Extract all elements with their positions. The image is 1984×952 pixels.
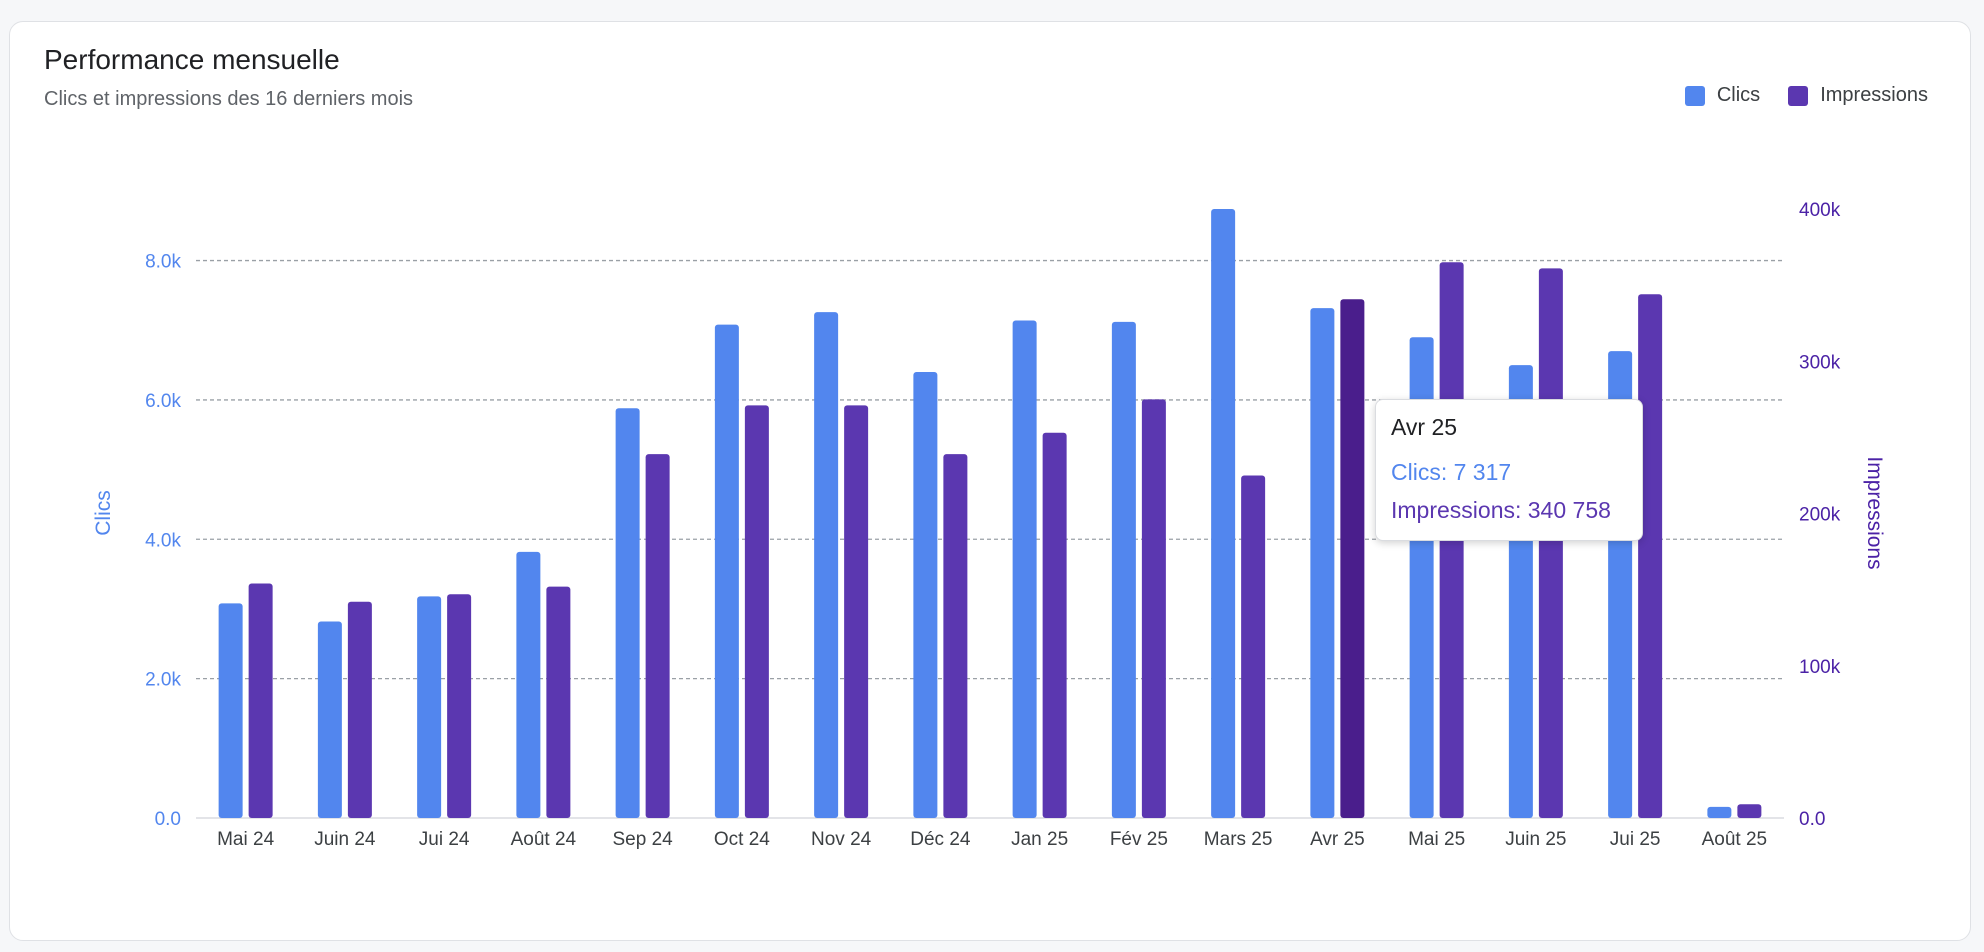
x-tick-label: Avr 25 (1310, 829, 1365, 850)
bar-impressions (347, 601, 372, 818)
y-right-tick-label: 0.0 (1799, 809, 1825, 830)
x-tick-label: Mars 25 (1204, 829, 1273, 850)
bar-impressions (1141, 399, 1166, 818)
bar-impressions (1241, 475, 1266, 818)
bar-impressions (447, 594, 472, 818)
bar-clics (218, 603, 243, 818)
x-tick-label: Oct 24 (714, 829, 770, 850)
bar-clics (1310, 308, 1335, 818)
x-tick-label: Déc 24 (910, 829, 971, 850)
y-right-tick-label: 200k (1799, 505, 1841, 526)
tooltip-title: Avr 25 (1391, 414, 1458, 440)
legend-item-clics[interactable]: Clics (1684, 84, 1761, 107)
bar-clics (317, 621, 342, 818)
chart-title: Performance mensuelle (44, 44, 340, 75)
bar-impressions (1340, 299, 1365, 819)
bar-clics (1707, 806, 1732, 818)
x-tick-label: Jan 25 (1011, 829, 1068, 850)
legend-swatch-impressions (1788, 85, 1809, 106)
chart-legend: Clics Impressions (1684, 84, 1928, 107)
bar-impressions (546, 586, 571, 818)
bar-impressions (645, 454, 670, 818)
legend-label-impressions: Impressions (1820, 84, 1928, 106)
bar-clics (1211, 209, 1236, 818)
y-left-tick-label: 2.0k (145, 670, 181, 691)
legend-item-impressions[interactable]: Impressions (1788, 84, 1928, 107)
x-tick-label: Août 24 (511, 829, 577, 850)
x-tick-label: Jui 24 (419, 829, 470, 850)
y-left-tick-label: 6.0k (145, 391, 181, 412)
bar-clics (1111, 321, 1136, 818)
x-tick-label: Fév 25 (1110, 829, 1168, 850)
tooltip-clics-value: Clics: 7 317 (1391, 459, 1512, 485)
y-right-axis-title: Impressions (1863, 456, 1886, 569)
y-left-tick-label: 0.0 (155, 809, 181, 830)
chart-tooltip: Avr 25 Clics: 7 317 Impressions: 340 758 (1375, 399, 1643, 541)
x-tick-label: Nov 24 (811, 829, 872, 850)
bar-clics (516, 551, 541, 818)
bar-impressions (844, 405, 869, 818)
bar-impressions (248, 583, 273, 818)
legend-label-clics: Clics (1716, 84, 1761, 106)
y-left-tick-label: 8.0k (145, 252, 181, 273)
y-right-tick-label: 300k (1799, 352, 1841, 373)
x-tick-label: Juin 25 (1505, 829, 1566, 850)
x-tick-label: Jui 25 (1610, 829, 1661, 850)
x-tick-label: Juin 24 (314, 829, 376, 850)
bar-impressions (1638, 294, 1663, 818)
y-left-axis-title: Clics (92, 490, 115, 536)
bar-clics (1012, 320, 1037, 818)
x-tick-label: Août 25 (1702, 829, 1768, 850)
x-tick-label: Sep 24 (613, 829, 674, 850)
y-right-tick-label: 100k (1799, 657, 1841, 678)
bar-clics (417, 596, 442, 818)
bar-impressions (1538, 268, 1563, 818)
bar-clics (814, 312, 839, 818)
x-tick-label: Mai 25 (1408, 829, 1465, 850)
bar-clics (615, 408, 640, 818)
tooltip-impressions-value: Impressions: 340 758 (1391, 497, 1611, 523)
bar-clics (714, 324, 739, 818)
bar-impressions (1737, 804, 1762, 818)
x-tick-label: Mai 24 (217, 829, 274, 850)
legend-swatch-clics (1684, 85, 1705, 106)
bar-clics (913, 372, 938, 818)
chart-subtitle: Clics et impressions des 16 derniers moi… (44, 88, 414, 110)
y-left-tick-label: 4.0k (145, 530, 181, 551)
bar-impressions (744, 405, 769, 818)
bar-impressions (943, 454, 968, 818)
y-right-tick-label: 400k (1799, 200, 1841, 221)
bar-impressions (1042, 432, 1067, 818)
